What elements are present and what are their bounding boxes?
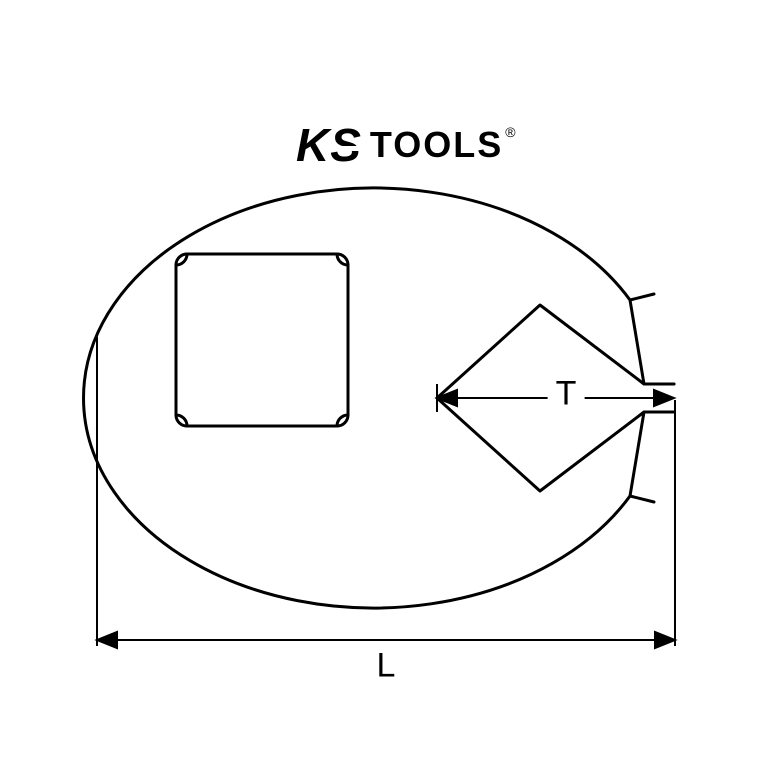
- logo-k: K: [296, 122, 328, 168]
- logo-s: S: [330, 122, 364, 168]
- brand-logo: KS TOOLS ®: [296, 122, 516, 168]
- square-drive: [176, 254, 348, 426]
- logo-tools: TOOLS: [370, 127, 503, 163]
- dim-label-L: L: [377, 647, 396, 686]
- diagram-canvas: L T KS TOOLS ®: [0, 0, 772, 772]
- dimension-L: [97, 337, 675, 648]
- dim-label-T: T: [548, 375, 585, 414]
- logo-registered: ®: [505, 124, 515, 140]
